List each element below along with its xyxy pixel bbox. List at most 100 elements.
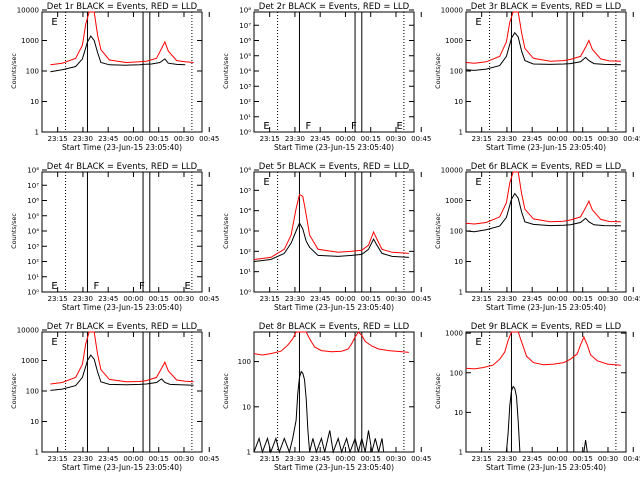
x-tick-label: 00:30: [598, 295, 618, 303]
series-line-lld: [465, 171, 621, 225]
series-line-lld: [50, 331, 194, 385]
y-tick-label: 10⁴: [239, 68, 251, 76]
y-axis-label: Counts/sec: [434, 53, 442, 89]
x-tick-label: 23:30: [73, 135, 93, 143]
y-tick-label: 1000: [21, 37, 39, 45]
y-tick-label: 10¹: [239, 113, 251, 121]
chart-title: Det 1r BLACK = Events, RED = LLD: [47, 2, 198, 12]
chart-panel-5: Det 5r BLACK = Events, RED = LLD 10⁰ 10¹ 10…: [222, 162, 431, 312]
x-tick-label: 23:45: [522, 135, 542, 143]
y-tick-label: 100: [238, 358, 251, 366]
x-tick-label: 00:00: [123, 455, 143, 463]
flag-label: E: [263, 121, 269, 132]
x-tick-label: 00:45: [199, 455, 219, 463]
x-axis-label: Start Time (23-Jun-15 23:05:40): [274, 143, 394, 152]
x-tick-label: 00:15: [361, 295, 381, 303]
y-tick-label: 10000: [17, 327, 39, 335]
plot-frame: [41, 331, 203, 453]
chart-panel-3: Det 3r BLACK = Events, RED = LLD 1 10 100 10…: [434, 2, 640, 152]
x-tick-label: 23:30: [285, 135, 305, 143]
y-tick-label: 100: [26, 68, 39, 76]
x-axis-label: Start Time (23-Jun-15 23:05:40): [486, 463, 606, 472]
x-axis-label: Start Time (23-Jun-15 23:05:40): [62, 303, 182, 312]
flag-label: E: [184, 281, 190, 292]
x-tick-label: 00:30: [386, 135, 406, 143]
x-tick-label: 00:45: [623, 135, 640, 143]
y-tick-label: 1: [35, 449, 39, 457]
chart-panel-9: Det 9r BLACK = Events, RED = LLD 1 10 100 10…: [434, 322, 640, 472]
plot-frame: [465, 11, 627, 133]
x-tick-label: 23:45: [310, 135, 330, 143]
x-tick-label: 23:30: [497, 455, 517, 463]
x-axis-label: Start Time (23-Jun-15 23:05:40): [274, 303, 394, 312]
chart-panel-6: Det 6r BLACK = Events, RED = LLD 1 10 100 10…: [434, 162, 640, 312]
series-line-events: [465, 31, 621, 71]
series-line-lld: [465, 331, 621, 370]
x-tick-label: 00:30: [598, 135, 618, 143]
x-tick-label: 00:00: [335, 455, 355, 463]
y-axis-label: Counts/sec: [222, 53, 230, 89]
x-tick-label: 23:15: [48, 135, 68, 143]
series-line-events: [50, 35, 186, 73]
y-tick-label: 10⁰: [239, 289, 251, 297]
y-tick-label: 10⁶: [239, 167, 251, 175]
series-line-events: [465, 192, 621, 233]
y-tick-label: 1000: [21, 357, 39, 365]
x-tick-label: 00:45: [411, 295, 431, 303]
y-axis-label: Counts/sec: [10, 373, 18, 409]
x-tick-label: 23:30: [285, 455, 305, 463]
x-tick-label: 00:15: [573, 295, 593, 303]
y-tick-label: 10³: [27, 243, 39, 251]
y-tick-label: 10²: [27, 258, 39, 266]
flag-label: F: [351, 121, 357, 132]
flag-label: E: [475, 337, 481, 348]
y-tick-label: 1000: [445, 37, 463, 45]
plot-frame: [41, 171, 203, 293]
x-axis-label: Start Time (23-Jun-15 23:05:40): [486, 303, 606, 312]
x-axis-label: Start Time (23-Jun-15 23:05:40): [62, 463, 182, 472]
y-tick-label: 10: [242, 403, 251, 411]
plot-frame: [253, 331, 415, 453]
y-tick-label: 10²: [239, 98, 251, 106]
chart-panel-8: Det 8r BLACK = Events, RED = LLD 1 10 100 23…: [222, 322, 431, 472]
chart-title: Det 4r BLACK = Events, RED = LLD: [47, 162, 198, 172]
y-tick-label: 10⁵: [239, 187, 251, 195]
y-tick-label: 10000: [441, 7, 463, 15]
x-tick-label: 00:45: [199, 295, 219, 303]
flag-label: E: [51, 337, 57, 348]
y-tick-label: 1000: [445, 197, 463, 205]
y-tick-label: 10¹: [239, 268, 251, 276]
series-line-events: [466, 385, 621, 453]
x-tick-label: 00:45: [623, 295, 640, 303]
flag-label: E: [263, 177, 269, 188]
x-tick-label: 00:00: [335, 295, 355, 303]
flag-label: E: [51, 281, 57, 292]
x-tick-label: 23:30: [285, 295, 305, 303]
x-tick-label: 23:45: [98, 295, 118, 303]
x-tick-label: 00:30: [386, 455, 406, 463]
x-tick-label: 00:45: [411, 135, 431, 143]
y-tick-label: 10: [454, 98, 463, 106]
y-axis-label: Counts/sec: [222, 213, 230, 249]
chart-title: Det 9r BLACK = Events, RED = LLD: [471, 322, 622, 332]
y-tick-label: 1: [35, 129, 39, 137]
y-tick-label: 10: [30, 418, 39, 426]
chart-title: Det 2r BLACK = Events, RED = LLD: [259, 2, 410, 12]
chart-panel-4: Det 4r BLACK = Events, RED = LLD 10⁰ 10¹ 10…: [10, 162, 219, 312]
chart-title: Det 6r BLACK = Events, RED = LLD: [471, 162, 622, 172]
plot-frame: [253, 171, 415, 293]
flag-label: F: [306, 121, 312, 132]
flag-label: F: [94, 281, 100, 292]
flag-label: E: [51, 17, 57, 28]
y-tick-label: 10: [454, 409, 463, 417]
y-axis-label: Counts/sec: [10, 213, 18, 249]
x-tick-label: 23:30: [73, 295, 93, 303]
chart-title: Det 7r BLACK = Events, RED = LLD: [47, 322, 198, 332]
y-tick-label: 10: [454, 258, 463, 266]
x-tick-label: 23:45: [522, 295, 542, 303]
x-tick-label: 23:15: [472, 295, 492, 303]
x-tick-label: 23:15: [472, 455, 492, 463]
x-tick-label: 00:00: [547, 455, 567, 463]
